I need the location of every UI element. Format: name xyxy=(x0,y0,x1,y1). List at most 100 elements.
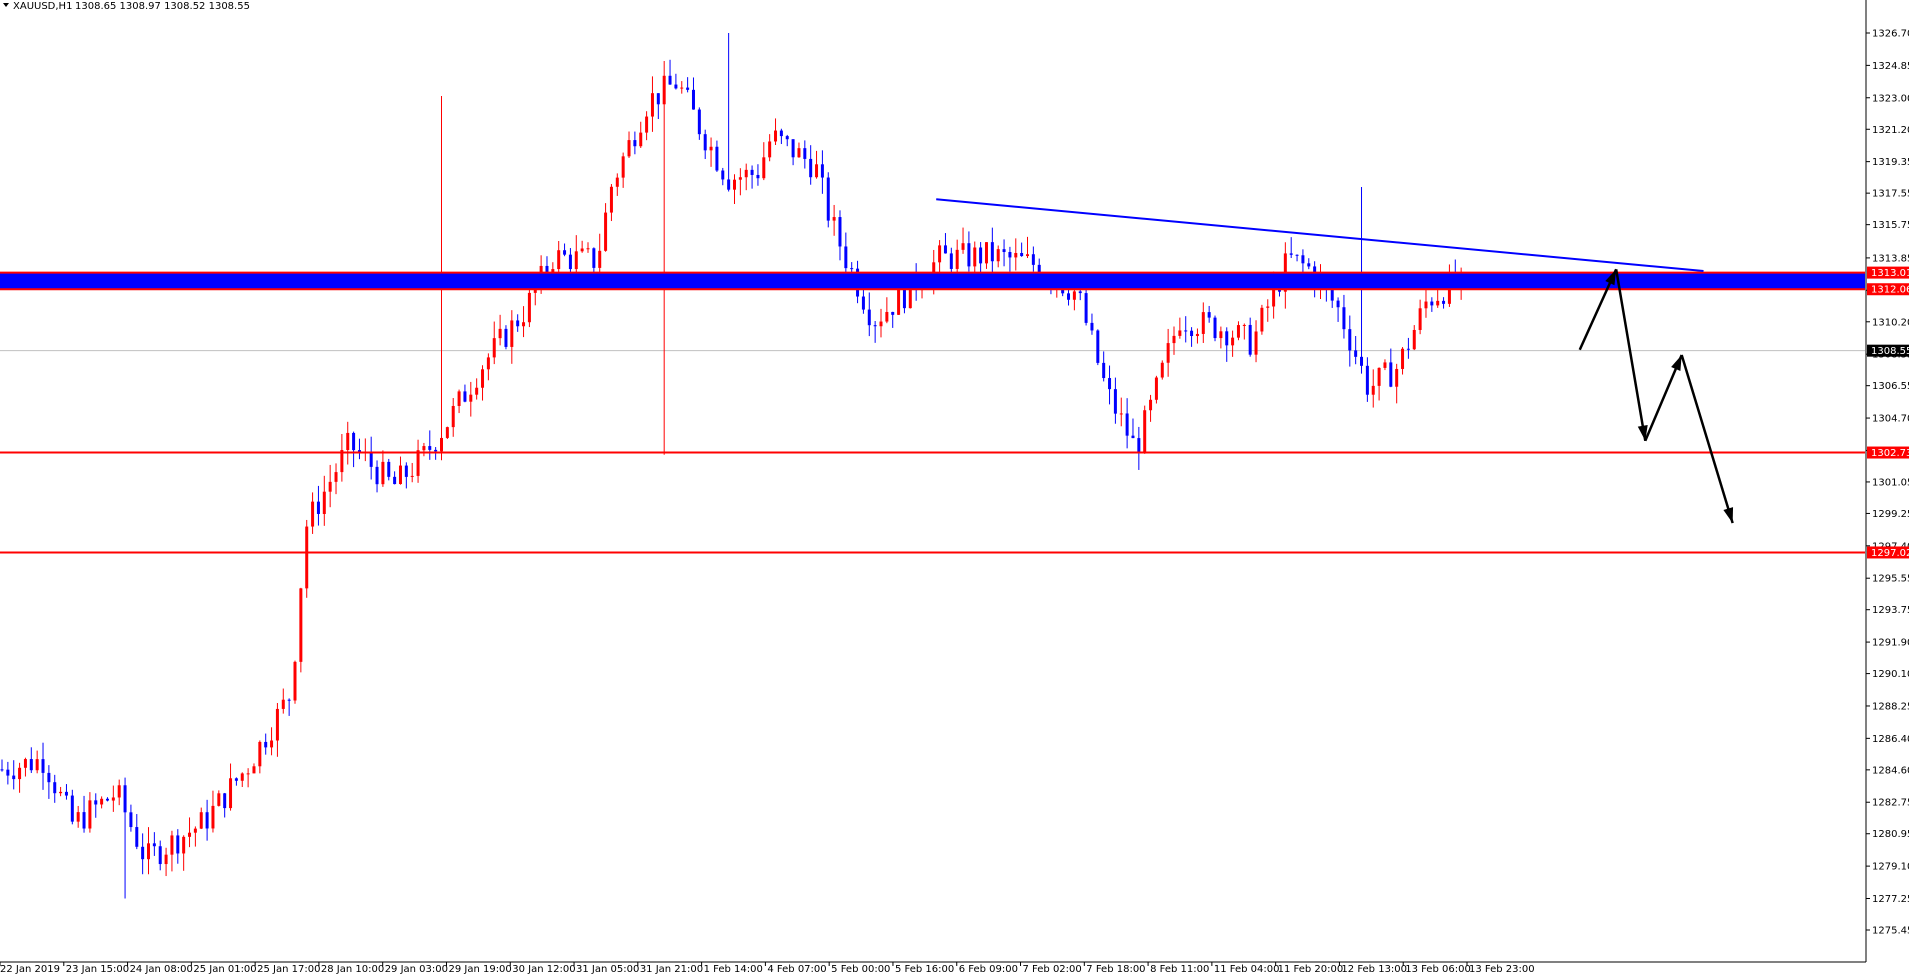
collapse-triangle-icon[interactable] xyxy=(3,3,9,7)
projection-arrow xyxy=(1644,354,1683,442)
price-tick-label: 1286.40 xyxy=(1872,734,1909,745)
candle xyxy=(170,830,174,872)
candle-body xyxy=(744,169,748,178)
candle xyxy=(1342,294,1346,339)
candle xyxy=(416,439,420,483)
candle xyxy=(727,33,731,192)
candle xyxy=(1307,258,1311,270)
price-tick-label: 1279.10 xyxy=(1872,862,1909,873)
candle xyxy=(1207,305,1211,323)
candle-body xyxy=(217,793,221,806)
candle-body xyxy=(1242,324,1246,326)
candle xyxy=(744,163,748,191)
candle-body xyxy=(551,269,555,274)
level-price-tag: 1312.06 xyxy=(1867,283,1909,296)
candle-body xyxy=(961,243,965,250)
level-price-tag: 1313.01 xyxy=(1867,266,1909,279)
candle xyxy=(129,804,133,832)
candle xyxy=(223,792,227,818)
candle-body xyxy=(12,775,16,780)
candle-body xyxy=(199,812,203,829)
candle xyxy=(1119,397,1123,427)
candle-body xyxy=(352,432,356,451)
candle-body xyxy=(486,357,490,370)
candle-body xyxy=(1213,317,1217,339)
candle-body xyxy=(94,800,98,805)
candle-body xyxy=(0,769,4,771)
candle-body xyxy=(973,247,977,267)
projection-arrow xyxy=(1614,269,1648,442)
candle xyxy=(393,471,397,485)
candle xyxy=(733,174,736,204)
candle-body xyxy=(750,169,754,175)
candle xyxy=(861,287,865,314)
candle xyxy=(334,463,338,495)
candle-body xyxy=(141,846,145,860)
candle-body xyxy=(1336,300,1340,308)
candle-body xyxy=(826,177,830,221)
candle-body xyxy=(1295,254,1299,256)
descending-trendline xyxy=(936,198,1704,273)
candle xyxy=(1160,360,1164,380)
candle-body xyxy=(135,827,139,847)
candle-body xyxy=(803,148,807,159)
candle-body xyxy=(1260,307,1264,332)
projection-arrow xyxy=(1578,268,1618,351)
candle-body xyxy=(498,328,502,339)
candle xyxy=(53,774,57,803)
candle-body xyxy=(867,309,871,326)
candle-body xyxy=(1231,337,1235,346)
candle-body xyxy=(733,179,736,190)
candle-body xyxy=(29,759,33,771)
candle-body xyxy=(996,249,1000,262)
candle-body xyxy=(381,461,385,485)
candle-body xyxy=(111,797,115,801)
candle-body xyxy=(328,481,332,492)
candle-body xyxy=(645,116,649,133)
price-tick-label: 1280.95 xyxy=(1872,829,1909,840)
candle-body xyxy=(1108,378,1112,390)
candle-body xyxy=(1354,350,1358,357)
candle-body xyxy=(1026,254,1029,257)
candle xyxy=(82,795,86,833)
candle-body xyxy=(1348,329,1352,351)
candle-body xyxy=(949,253,953,269)
candle-body xyxy=(820,164,824,178)
candle-body xyxy=(18,767,22,780)
candle xyxy=(346,421,350,465)
candle-body xyxy=(938,245,942,263)
time-tick-label: 30 Jan 12:00 xyxy=(512,964,575,974)
candle-body xyxy=(428,446,432,450)
candle xyxy=(1377,367,1381,401)
candle-body xyxy=(393,476,397,485)
symbol-label: XAUUSD,H1 xyxy=(13,1,72,12)
candle xyxy=(791,139,795,166)
candle-body xyxy=(873,325,877,327)
time-tick-label: 29 Jan 03:00 xyxy=(385,964,448,974)
candle xyxy=(721,167,725,186)
candle xyxy=(111,785,115,812)
candle-body xyxy=(234,778,238,781)
candle-body xyxy=(990,242,994,262)
candle xyxy=(47,765,51,799)
candle-body xyxy=(1254,331,1258,355)
candle xyxy=(650,76,654,132)
candle xyxy=(510,310,514,364)
candle xyxy=(1102,351,1106,382)
candle xyxy=(463,384,467,403)
candle xyxy=(516,314,520,332)
candle xyxy=(1020,242,1024,257)
candle-body xyxy=(1166,343,1170,363)
candle-body xyxy=(1067,293,1071,300)
candle-body xyxy=(1389,362,1393,387)
candle-body xyxy=(1190,330,1194,337)
candle-body xyxy=(1131,435,1135,439)
candle-body xyxy=(463,391,467,402)
current-price-tag-text: 1308.55 xyxy=(1871,346,1909,357)
candle xyxy=(586,242,590,253)
candle-body xyxy=(88,800,92,829)
candle xyxy=(961,227,965,254)
candle-body xyxy=(815,164,819,178)
candle-body xyxy=(117,785,121,798)
